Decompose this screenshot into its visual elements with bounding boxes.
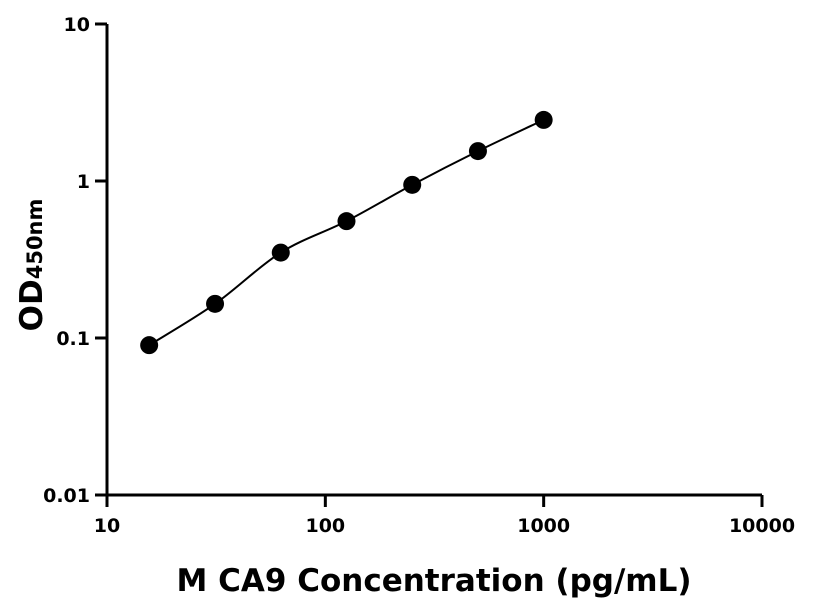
x-tick-label: 100 <box>305 515 345 537</box>
y-axis-label-main: OD <box>14 279 50 331</box>
data-point <box>337 212 356 231</box>
x-tick-label: 1000 <box>517 515 570 537</box>
data-point <box>271 243 290 262</box>
x-tick-label: 10000 <box>729 515 795 537</box>
data-point <box>206 294 225 313</box>
y-tick-label: 1 <box>77 171 90 193</box>
x-tick-label: 10 <box>94 515 120 537</box>
y-tick-labels: 0.01 0.1 1 10 <box>43 14 90 507</box>
y-tick-label: 10 <box>64 14 90 36</box>
data-point <box>140 336 159 355</box>
x-axis-label: M CA9 Concentration (pg/mL) <box>176 563 691 599</box>
y-axis-label: OD450nm <box>14 199 50 332</box>
data-points <box>140 110 553 355</box>
y-tick-label: 0.01 <box>43 485 90 507</box>
data-point <box>534 110 553 129</box>
axes <box>95 22 764 507</box>
data-point <box>468 142 487 161</box>
y-tick-label: 0.1 <box>56 328 90 350</box>
x-tick-labels: 10 100 1000 10000 <box>94 515 795 537</box>
data-point <box>403 175 422 194</box>
y-axis-label-subscript: 450nm <box>23 199 47 280</box>
